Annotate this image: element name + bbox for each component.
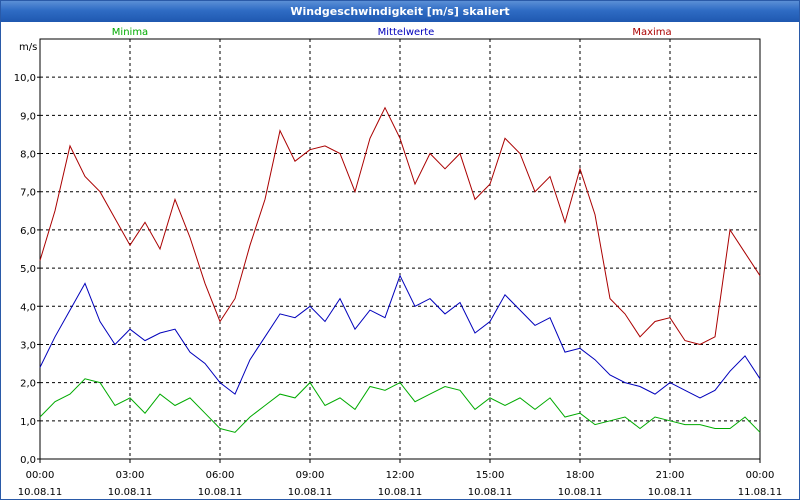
series-line-minima — [39, 378, 761, 433]
y-tick-label: 0,0 — [20, 455, 36, 466]
x-tick-labels: 00:00 10.08.11 03:00 10.08.11 06:00 10.08.11 0… — [18, 459, 783, 498]
y-tick-label: 10,0 — [14, 73, 36, 84]
legend-item-mittelwerte: Mittelwerte — [378, 27, 435, 38]
x-tick-time: 03:00 — [116, 470, 145, 481]
y-tick-label: 5,0 — [20, 264, 36, 275]
y-axis-label: m/s — [19, 42, 37, 53]
series-line-mittelwerte — [39, 274, 761, 399]
grid-lines — [40, 39, 760, 459]
y-tick-label: 8,0 — [20, 150, 36, 161]
x-tick-date: 10.08.11 — [18, 487, 63, 498]
y-tick-label: 6,0 — [20, 226, 36, 237]
x-tick-date: 10.08.11 — [648, 487, 693, 498]
y-tick-label: 7,0 — [20, 188, 36, 199]
x-tick-time: 00:00 — [746, 470, 775, 481]
x-tick-time: 15:00 — [476, 470, 505, 481]
legend-item-minima: Minima — [112, 27, 148, 38]
x-tick-date: 10.08.11 — [108, 487, 153, 498]
x-tick-time: 21:00 — [656, 470, 685, 481]
x-tick-time: 12:00 — [386, 470, 415, 481]
x-tick-date: 10.08.11 — [198, 487, 243, 498]
x-tick-date: 10.08.11 — [378, 487, 423, 498]
y-tick-label: 9,0 — [20, 111, 36, 122]
x-tick-date: 10.08.11 — [558, 487, 603, 498]
series-line-maxima — [39, 106, 761, 346]
y-tick-label: 4,0 — [20, 302, 36, 313]
x-tick-time: 00:00 — [26, 470, 55, 481]
y-tick-labels: 0,0 1,0 2,0 3,0 4,0 5,0 6,0 7,0 8,0 9,0 10,0 — [14, 73, 40, 466]
x-tick-date: 10.08.11 — [288, 487, 333, 498]
x-tick-time: 06:00 — [206, 470, 235, 481]
x-tick-time: 18:00 — [566, 470, 595, 481]
y-tick-label: 2,0 — [20, 379, 36, 390]
x-tick-date: 11.08.11 — [738, 487, 783, 498]
y-tick-label: 3,0 — [20, 340, 36, 351]
x-tick-date: 10.08.11 — [468, 487, 513, 498]
legend: Minima Mittelwerte Maxima — [112, 27, 672, 38]
series-lines — [39, 106, 761, 433]
y-tick-label: 1,0 — [20, 417, 36, 428]
window-title: Windgeschwindigkeit [m/s] skaliert — [1, 1, 799, 22]
legend-item-maxima: Maxima — [632, 27, 671, 38]
x-tick-time: 09:00 — [296, 470, 325, 481]
